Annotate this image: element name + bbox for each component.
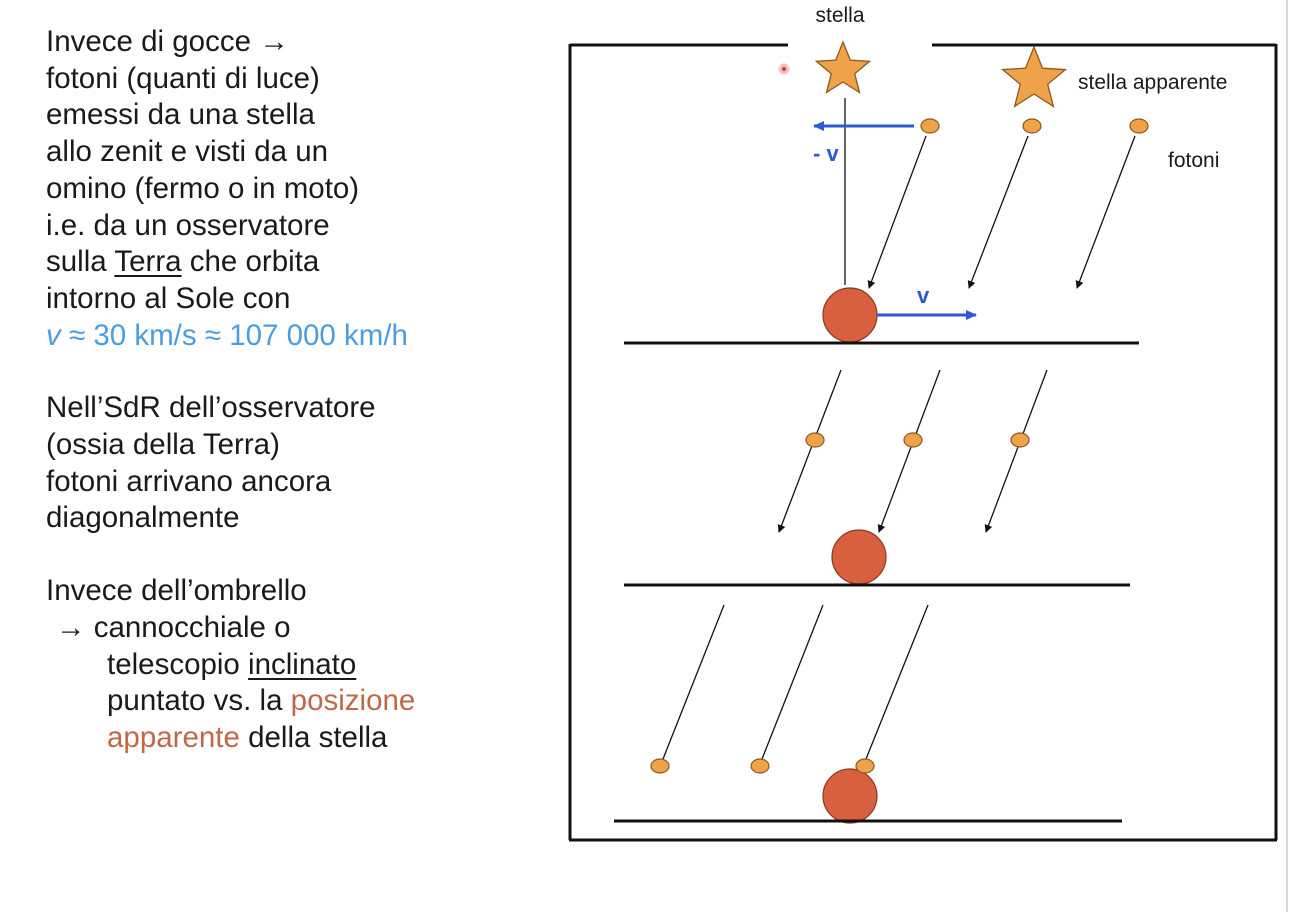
photon: [1010, 432, 1030, 448]
photon-trajectory: [877, 369, 941, 533]
photon: [805, 432, 825, 448]
text-span: sulla: [46, 245, 115, 279]
text-line: Invece dell’ombrello: [46, 574, 307, 608]
label-minus-v: - v: [813, 141, 839, 166]
label-v: v: [917, 283, 930, 308]
text-line: omino (fermo o in moto): [46, 171, 360, 205]
text-span: Invece di gocce: [46, 25, 260, 58]
underlined-word-terra: Terra: [114, 245, 182, 279]
text-line: intorno al Sole con: [46, 281, 291, 315]
observer: [822, 768, 878, 824]
text-line: apparente della stella: [46, 720, 516, 757]
velocity-value: ≈ 30 km/s ≈ 107 000 km/h: [60, 318, 408, 352]
photon: [903, 432, 923, 448]
velocity-formula: v ≈ 30 km/s ≈ 107 000 km/h: [46, 318, 516, 355]
photon: [1129, 118, 1149, 134]
observer: [831, 529, 887, 585]
text-line: emessi da una stella: [46, 98, 315, 132]
right-arrow-icon: →: [56, 610, 86, 644]
photon: [920, 118, 940, 134]
photon-trajectory: [662, 604, 725, 760]
observer: [822, 287, 878, 343]
highlight-word-posizione: posizione: [290, 684, 416, 718]
text-span: cannocchiale o: [85, 610, 291, 644]
text-span: telescopio: [107, 647, 249, 681]
text-line: puntato vs. la posizione: [46, 683, 516, 720]
highlight-word-apparente: apparente: [107, 720, 240, 754]
star-icon: [814, 40, 872, 94]
paragraph-telescope: Invece dell’ombrello → cannocchiale o te…: [46, 573, 516, 757]
photon-trajectory: [777, 369, 842, 533]
photon-trajectory: [761, 604, 824, 760]
pointer-dot-center: [781, 66, 787, 72]
photon: [650, 758, 670, 774]
label-star: stella: [815, 4, 864, 27]
text-span: puntato vs. la: [107, 684, 291, 718]
text-line: (ossia della Terra): [46, 428, 280, 462]
label-photons: fotoni: [1168, 149, 1219, 172]
apparent-star-label-bg: [1072, 62, 1274, 100]
photon-trajectory: [967, 135, 1029, 289]
photon-trajectory: [984, 369, 1048, 533]
page-edge-divider: [1286, 0, 1288, 912]
photon: [750, 758, 770, 774]
right-arrow-icon: →: [259, 25, 289, 58]
photon-trajectory: [865, 604, 929, 760]
label-apparent-star: stella apparente: [1078, 71, 1227, 94]
photon-trajectory: [1075, 135, 1136, 289]
underlined-word-inclinato: inclinato: [248, 647, 357, 681]
text-line: Nell’SdR dell’osservatore: [46, 391, 376, 425]
frame-box: [568, 43, 1278, 842]
text-line: allo zenit e visti da un: [46, 135, 329, 169]
text-line: Invece di gocce →: [46, 24, 516, 61]
explanation-text: Invece di gocce → fotoni (quanti di luce…: [46, 24, 516, 757]
text-line: i.e. da un osservatore: [46, 208, 330, 242]
photon: [855, 758, 875, 774]
text-span: che orbita: [181, 245, 320, 279]
paragraph-reference-frame: Nell’SdR dell’osservatore (ossia della T…: [46, 390, 516, 537]
text-line: fotoni arrivano ancora: [46, 464, 332, 498]
text-line: sulla Terra che orbita: [46, 244, 516, 281]
text-line: telescopio inclinato: [46, 647, 516, 684]
photon-trajectory: [867, 135, 927, 289]
text-line: diagonalmente: [46, 501, 240, 535]
paragraph-photons: Invece di gocce → fotoni (quanti di luce…: [46, 24, 516, 354]
velocity-variable: v: [46, 318, 61, 352]
text-line: fotoni (quanti di luce): [46, 61, 320, 95]
apparent-star-icon: [1000, 45, 1068, 108]
text-line: → cannocchiale o: [46, 610, 516, 647]
photon: [1022, 118, 1042, 134]
text-span: della stella: [239, 720, 388, 754]
